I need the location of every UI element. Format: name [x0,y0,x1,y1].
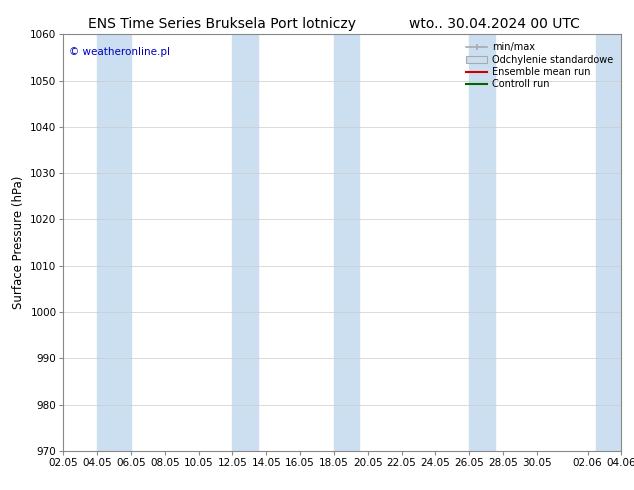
Text: © weatheronline.pl: © weatheronline.pl [69,47,170,57]
Bar [233,34,258,451]
Legend: min/max, Odchylenie standardowe, Ensemble mean run, Controll run: min/max, Odchylenie standardowe, Ensembl… [463,39,616,92]
Text: wto.. 30.04.2024 00 UTC: wto.. 30.04.2024 00 UTC [409,17,580,31]
Text: ENS Time Series Bruksela Port lotniczy: ENS Time Series Bruksela Port lotniczy [88,17,356,31]
Bar [97,34,131,451]
Y-axis label: Surface Pressure (hPa): Surface Pressure (hPa) [11,176,25,309]
Bar [596,34,621,451]
Bar [334,34,359,451]
Bar [469,34,495,451]
